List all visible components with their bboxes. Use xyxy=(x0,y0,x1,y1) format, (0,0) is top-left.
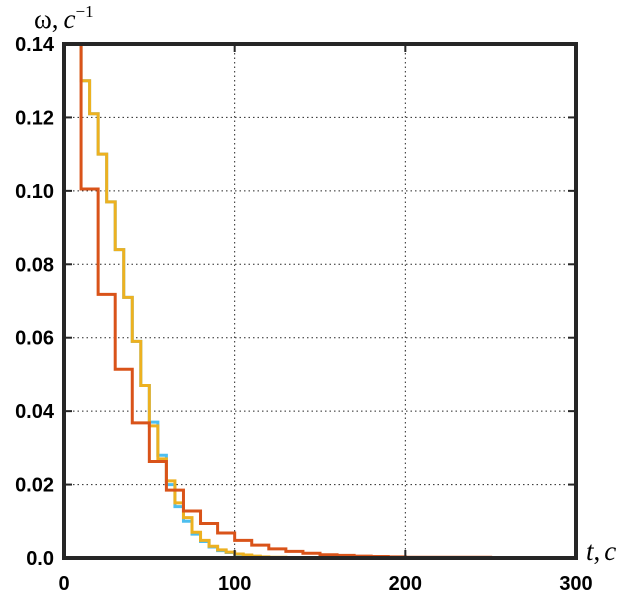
x-tick-label: 200 xyxy=(389,573,422,595)
x-axis-label: t, c xyxy=(586,536,616,566)
y-tick-label: 0.08 xyxy=(15,254,54,276)
series-line-1 xyxy=(64,42,576,560)
y-tick-label: 0.14 xyxy=(15,34,55,56)
x-axis-unit: c xyxy=(604,536,616,566)
y-tick-label: 0.0 xyxy=(26,548,54,570)
series-line-3 xyxy=(64,42,576,560)
plot-area xyxy=(64,42,576,560)
y-tick-label: 0.12 xyxy=(15,107,54,129)
y-axis-label: ω, c−1 xyxy=(34,2,94,34)
x-tick-label: 0 xyxy=(58,573,69,595)
y-axis-ticks: 0.0 0.02 0.04 0.06 0.08 0.10 0.12 0.14 xyxy=(15,34,576,570)
y-tick-label: 0.10 xyxy=(15,181,54,203)
y-axis-symbol: ω xyxy=(34,4,52,34)
grid-lines xyxy=(64,44,576,558)
axes-frame xyxy=(62,42,578,560)
y-axis-unit-exponent: −1 xyxy=(76,2,94,21)
y-tick-label: 0.04 xyxy=(15,401,55,423)
x-tick-label: 300 xyxy=(559,573,592,595)
x-axis-symbol: t xyxy=(586,536,595,566)
y-axis-separator: , xyxy=(52,4,59,34)
y-tick-label: 0.02 xyxy=(15,475,54,497)
y-tick-label: 0.06 xyxy=(15,328,54,350)
y-axis-unit: c xyxy=(64,4,76,34)
x-axis-ticks: 0 100 200 300 xyxy=(58,44,593,595)
x-axis-separator: , xyxy=(594,536,601,566)
series-line-2 xyxy=(64,42,576,560)
x-tick-label: 100 xyxy=(218,573,251,595)
